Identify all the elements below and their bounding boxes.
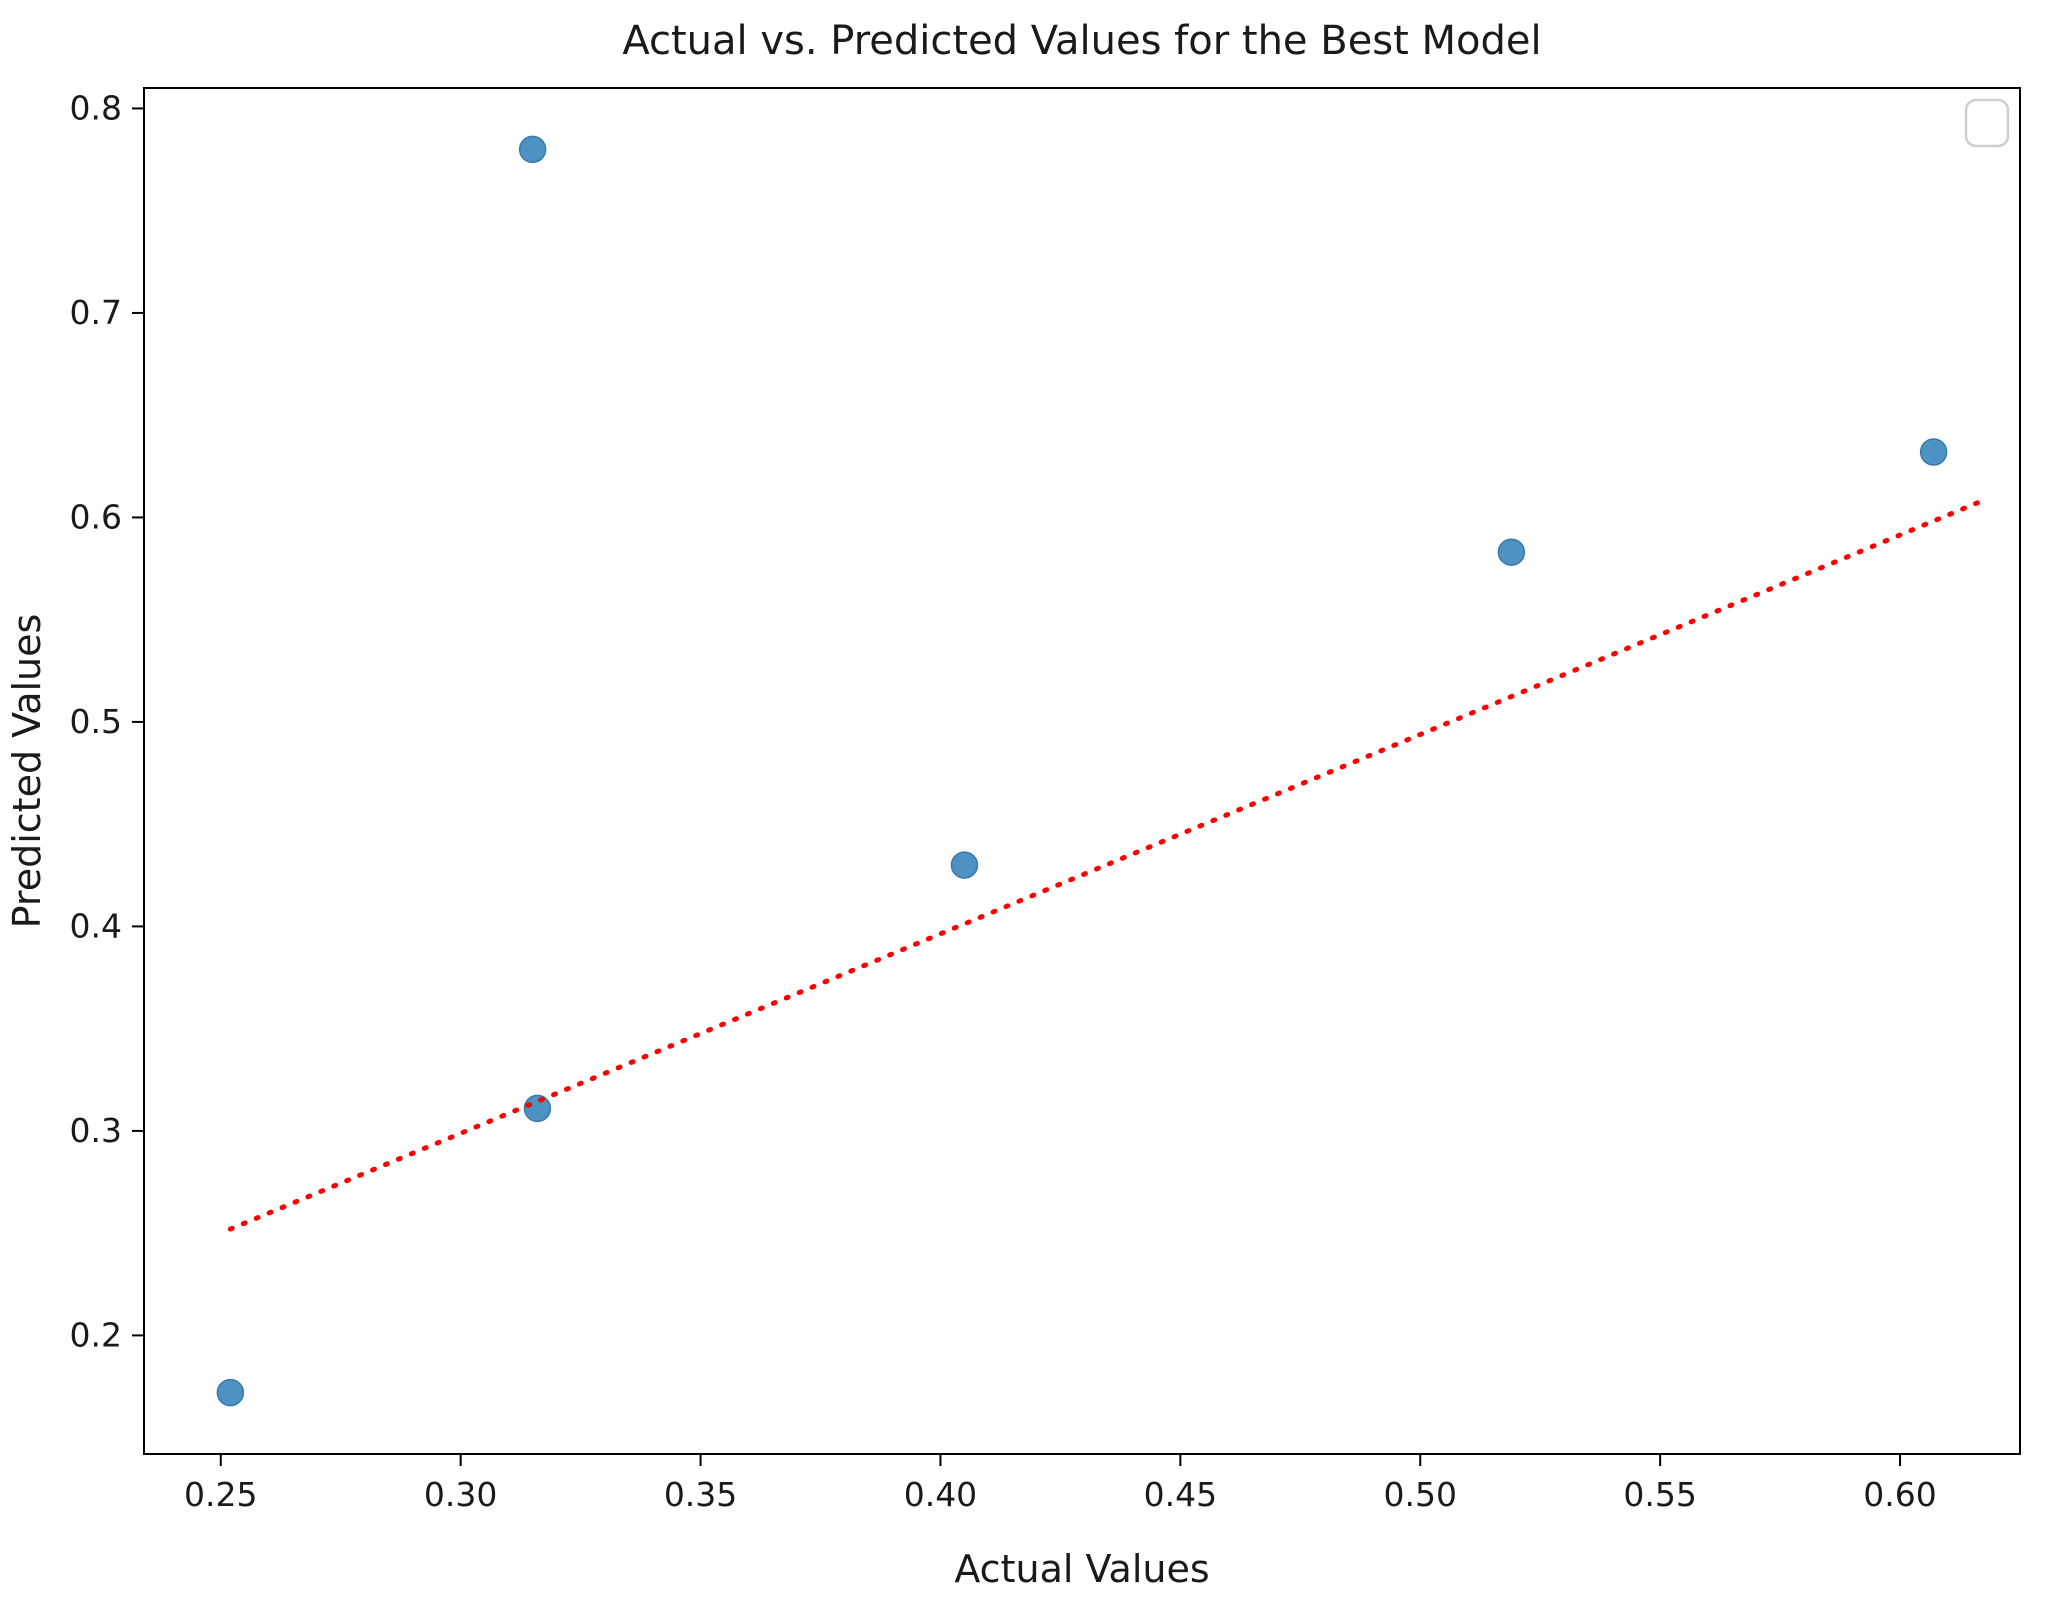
data-point xyxy=(523,1094,552,1123)
reference-line xyxy=(227,498,1985,1232)
x-tick-label: 0.25 xyxy=(184,1475,257,1514)
x-tick-label: 0.60 xyxy=(1863,1475,1936,1514)
x-tick-label: 0.45 xyxy=(1144,1475,1217,1514)
data-point xyxy=(1919,438,1948,466)
legend-box xyxy=(1964,98,2010,148)
y-tick-label: 0.3 xyxy=(70,1111,122,1150)
y-tick-label: 0.4 xyxy=(70,906,122,945)
data-point xyxy=(950,851,979,879)
plot-area: 0.25 0.30 0.35 0.40 0.45 0.50 0.55 0.60 0.2 0.3 0.… xyxy=(70,87,2021,1514)
y-tick-label: 0.2 xyxy=(70,1315,122,1354)
x-tick-label: 0.35 xyxy=(664,1475,737,1514)
data-point xyxy=(216,1378,245,1407)
x-axis-label: Actual Values xyxy=(954,1547,1209,1591)
x-tick-label: 0.40 xyxy=(904,1475,977,1514)
x-tick-label: 0.30 xyxy=(424,1475,497,1514)
y-tick-label: 0.7 xyxy=(70,293,122,332)
data-point xyxy=(1497,538,1526,566)
x-tick-label: 0.50 xyxy=(1384,1475,1457,1514)
y-tick-label: 0.6 xyxy=(70,497,122,536)
data-point xyxy=(518,135,547,164)
axes-spines xyxy=(143,87,2021,1455)
y-tick-label: 0.5 xyxy=(70,702,122,741)
y-axis-label: Predicted Values xyxy=(5,614,49,929)
chart-title: Actual vs. Predicted Values for the Best… xyxy=(622,18,1541,64)
y-tick-label: 0.8 xyxy=(70,88,122,127)
x-tick-label: 0.55 xyxy=(1623,1475,1696,1514)
